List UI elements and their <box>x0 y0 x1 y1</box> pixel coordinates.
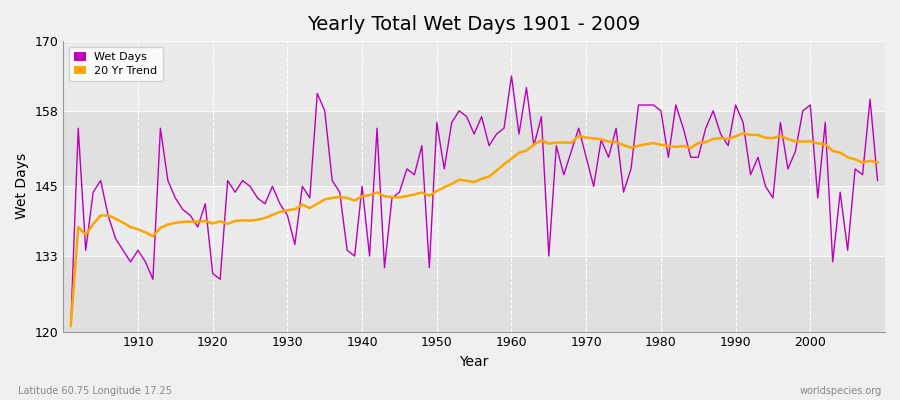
Wet Days <box>506 74 517 78</box>
Title: Yearly Total Wet Days 1901 - 2009: Yearly Total Wet Days 1901 - 2009 <box>308 15 641 34</box>
Bar <box>63 41 885 111</box>
Wet Days <box>499 126 509 131</box>
20 Yr Trend <box>66 323 77 328</box>
20 Yr Trend <box>506 156 517 161</box>
Wet Days <box>603 155 614 160</box>
Text: worldspecies.org: worldspecies.org <box>800 386 882 396</box>
20 Yr Trend <box>596 137 607 142</box>
X-axis label: Year: Year <box>460 355 489 369</box>
Line: 20 Yr Trend: 20 Yr Trend <box>71 133 878 326</box>
20 Yr Trend <box>125 225 136 230</box>
Wet Days <box>290 242 301 247</box>
Wet Days <box>514 132 525 136</box>
20 Yr Trend <box>334 194 345 199</box>
Wet Days <box>125 260 136 264</box>
20 Yr Trend <box>872 160 883 165</box>
Wet Days <box>66 323 77 328</box>
Wet Days <box>334 190 345 194</box>
20 Yr Trend <box>290 207 301 212</box>
Bar <box>63 186 885 256</box>
Wet Days <box>872 178 883 183</box>
Legend: Wet Days, 20 Yr Trend: Wet Days, 20 Yr Trend <box>68 47 163 81</box>
20 Yr Trend <box>738 131 749 136</box>
Line: Wet Days: Wet Days <box>71 76 878 326</box>
20 Yr Trend <box>499 162 509 167</box>
Y-axis label: Wet Days: Wet Days <box>15 153 29 220</box>
Bar <box>63 111 885 186</box>
Bar <box>63 256 885 332</box>
Text: Latitude 60.75 Longitude 17.25: Latitude 60.75 Longitude 17.25 <box>18 386 172 396</box>
